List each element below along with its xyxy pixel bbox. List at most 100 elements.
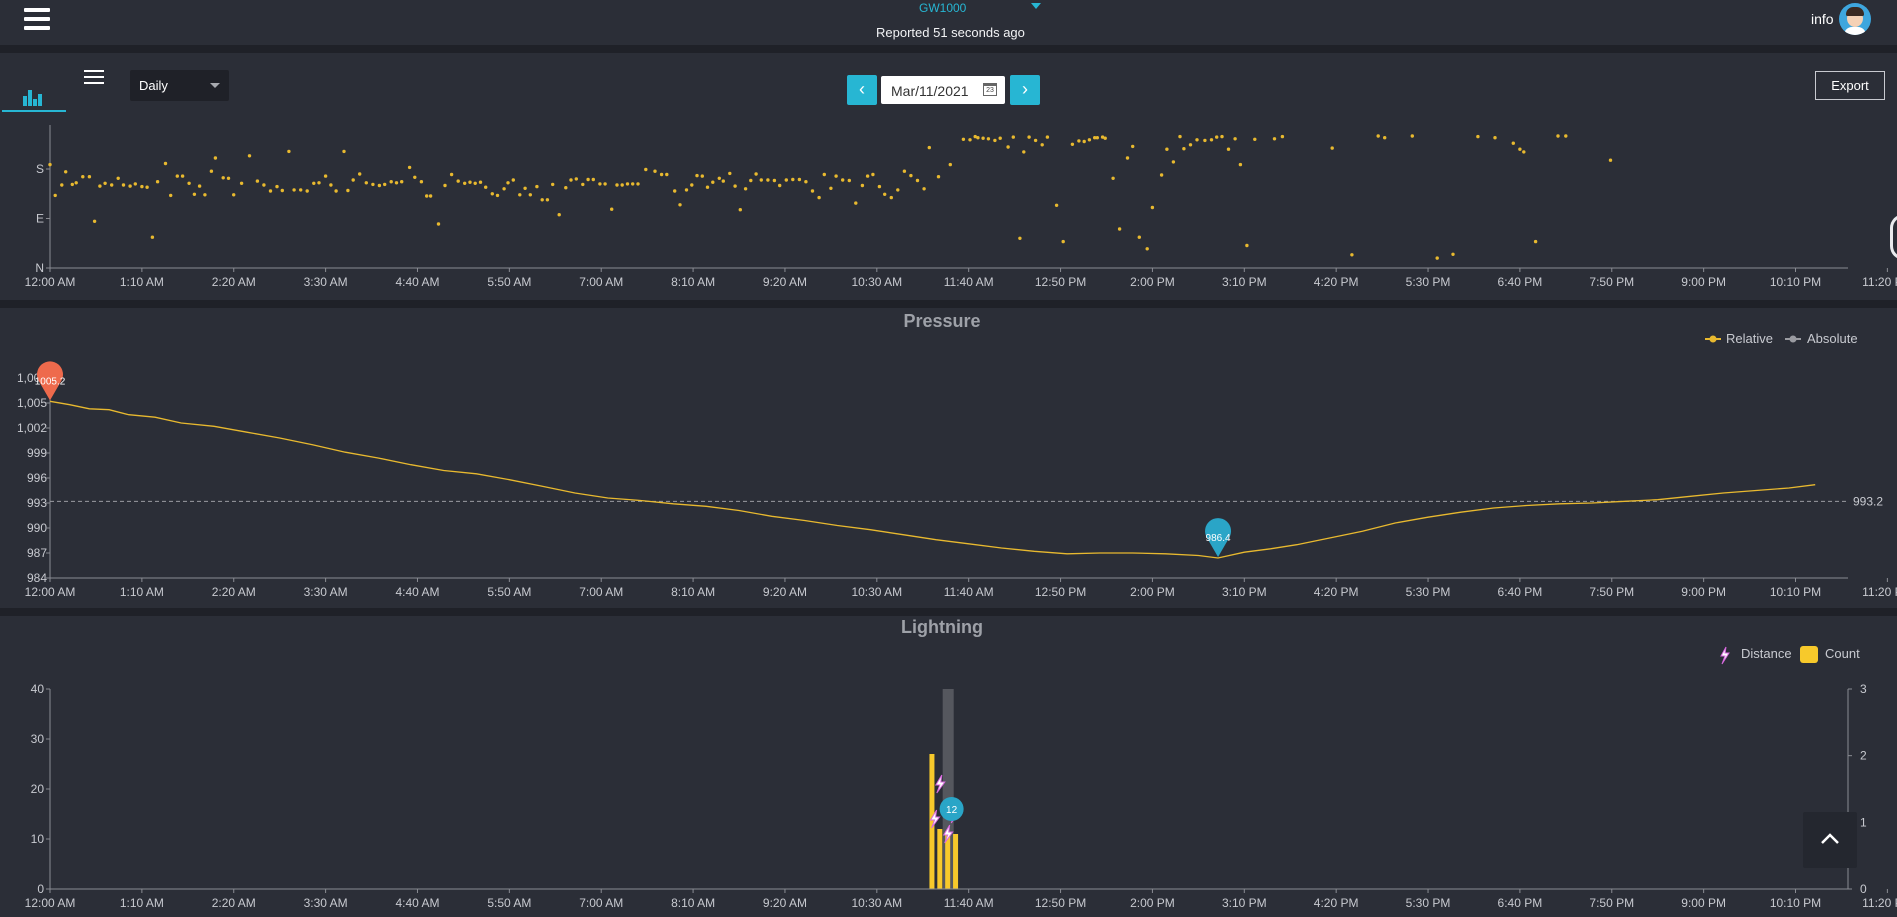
wind-direction-point xyxy=(53,193,57,198)
x-tick-label: 7:50 PM xyxy=(1589,896,1634,910)
y-tick-label: 30 xyxy=(31,732,45,746)
wind-direction-point xyxy=(1165,147,1169,151)
wind-direction-point xyxy=(63,170,68,174)
device-selector[interactable]: GW1000 xyxy=(919,1,967,15)
wind-direction-point xyxy=(673,189,677,193)
x-tick-label: 3:30 AM xyxy=(304,275,348,289)
wind-direction-point xyxy=(1376,134,1380,138)
wind-direction-point xyxy=(351,178,355,182)
wind-direction-point xyxy=(70,182,75,187)
wind-direction-point xyxy=(299,188,303,192)
wind-direction-point xyxy=(711,180,715,184)
calendar-icon[interactable]: 23 xyxy=(983,83,997,96)
wind-direction-point xyxy=(1111,176,1115,180)
scroll-to-top-button[interactable] xyxy=(1803,812,1857,868)
wind-direction-point xyxy=(1131,144,1135,149)
wind-direction-point xyxy=(1006,145,1010,149)
y-tick-label: 990 xyxy=(27,521,47,535)
caret-down-icon[interactable] xyxy=(1031,3,1041,9)
wind-direction-point xyxy=(1095,136,1100,140)
x-tick-label: 3:30 AM xyxy=(304,585,348,599)
wind-direction-point xyxy=(133,182,137,186)
tab-chart-view[interactable] xyxy=(2,53,66,112)
wind-direction-point xyxy=(1564,134,1568,138)
x-tick-label: 11:20 PM xyxy=(1862,275,1897,289)
wind-direction-point xyxy=(305,189,309,193)
prev-day-button[interactable]: ‹ xyxy=(847,75,877,105)
date-input[interactable]: Mar/11/2021 23 xyxy=(881,76,1005,104)
wind-direction-point xyxy=(636,182,640,186)
wind-direction-point xyxy=(1117,227,1122,231)
y2-tick-label: 1 xyxy=(1860,815,1867,829)
wind-direction-point xyxy=(74,181,78,185)
x-tick-label: 2:20 AM xyxy=(212,896,256,910)
wind-direction-point xyxy=(1280,134,1285,139)
wind-direction-point xyxy=(986,137,991,141)
wind-direction-point xyxy=(871,172,875,177)
side-panel-handle[interactable] xyxy=(1890,214,1897,260)
x-tick-label: 4:40 AM xyxy=(395,275,439,289)
x-tick-label: 10:30 AM xyxy=(851,585,902,599)
wind-direction-point xyxy=(784,178,788,182)
wind-direction-point xyxy=(209,169,214,173)
legend-relative-marker xyxy=(1709,335,1717,343)
hamburger-menu-icon[interactable] xyxy=(24,8,50,30)
user-name[interactable]: info xyxy=(1811,11,1834,27)
x-tick-label: 5:30 PM xyxy=(1406,275,1451,289)
tab-list-view[interactable] xyxy=(84,70,104,86)
next-day-button[interactable]: › xyxy=(1010,75,1040,105)
x-tick-label: 2:20 AM xyxy=(212,585,256,599)
wind-direction-point xyxy=(329,183,333,187)
wind-direction-point xyxy=(346,188,350,193)
wind-direction-point xyxy=(478,180,483,184)
wind-direction-point xyxy=(653,169,657,173)
wind-direction-point xyxy=(695,173,699,178)
wind-direction-point xyxy=(400,180,404,184)
wind-direction-point xyxy=(998,136,1002,140)
wind-direction-point xyxy=(1272,137,1277,141)
x-tick-label: 4:40 AM xyxy=(395,896,439,910)
wind-direction-point xyxy=(1061,239,1065,244)
x-tick-label: 3:30 AM xyxy=(304,896,348,910)
wind-direction-point xyxy=(981,136,985,140)
wind-direction-point xyxy=(1145,247,1149,251)
wind-direction-point xyxy=(371,182,375,187)
wind-direction-point xyxy=(1045,135,1050,139)
legend-count-swatch xyxy=(1800,646,1818,663)
x-tick-label: 7:50 PM xyxy=(1589,275,1634,289)
wind-direction-point xyxy=(87,175,92,179)
wind-direction-point xyxy=(922,187,926,191)
top-bar: GW1000 Reported 51 seconds ago info xyxy=(0,0,1897,45)
wind-direction-point xyxy=(1518,147,1522,151)
period-select[interactable]: Daily xyxy=(130,70,229,101)
date-value: Mar/11/2021 xyxy=(891,83,969,99)
wind-direction-point xyxy=(915,178,920,183)
pressure-panel: Pressure Relative Absolute 984 987 990 993 996 9… xyxy=(0,308,1897,608)
wind-direction-point xyxy=(239,181,244,185)
wind-direction-point xyxy=(1171,160,1176,164)
wind-direction-point xyxy=(121,183,126,187)
x-tick-label: 8:10 AM xyxy=(671,896,715,910)
lightning-count-bar xyxy=(945,834,951,889)
user-avatar-icon[interactable] xyxy=(1839,3,1871,35)
wind-direction-point xyxy=(187,181,191,185)
y-tick-label: 1,002 xyxy=(17,421,47,435)
min-marker-pin xyxy=(1205,518,1232,557)
y-tick-label: 10 xyxy=(31,832,45,846)
separator xyxy=(0,45,1897,53)
wind-direction-point xyxy=(743,187,748,191)
wind-direction-point xyxy=(1182,147,1186,151)
wind-direction-point xyxy=(1350,253,1354,257)
wind-direction-point xyxy=(1245,243,1249,248)
y-tick-label: 1,005 xyxy=(17,396,47,410)
x-tick-label: 1:10 AM xyxy=(120,896,164,910)
x-tick-label: 9:00 PM xyxy=(1681,275,1726,289)
wind-direction-point xyxy=(754,172,758,176)
wind-direction-point xyxy=(936,175,941,179)
export-button[interactable]: Export xyxy=(1815,71,1885,100)
x-tick-label: 8:10 AM xyxy=(671,275,715,289)
y-tick-label: 40 xyxy=(31,682,45,696)
wind-direction-point xyxy=(1511,141,1516,145)
wind-direction-point xyxy=(976,136,980,140)
wind-direction-point xyxy=(1077,139,1081,143)
